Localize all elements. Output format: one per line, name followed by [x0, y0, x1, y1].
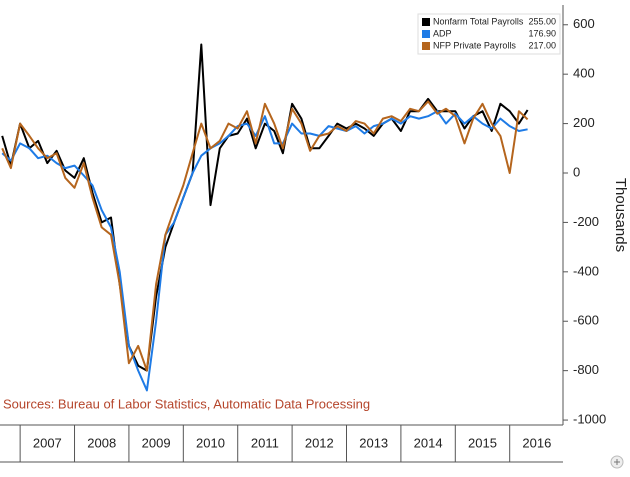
y-tick-label: -1000: [573, 411, 606, 426]
legend-swatch: [422, 18, 430, 26]
x-tick-label: 2011: [251, 435, 279, 450]
legend-label: ADP: [433, 28, 452, 38]
legend-box: [417, 13, 561, 55]
plus-icon[interactable]: [610, 455, 624, 469]
y-axis-label: Thousands: [612, 178, 629, 252]
legend-label: Nonfarm Total Payrolls: [433, 16, 524, 26]
y-tick-label: -800: [573, 362, 599, 377]
legend-value: 217.00: [528, 40, 556, 50]
x-tick-label: 2009: [142, 435, 171, 450]
x-tick-label: 2016: [522, 435, 551, 450]
legend-swatch: [422, 42, 430, 50]
legend-label: NFP Private Payrolls: [433, 40, 516, 50]
y-tick-label: 400: [573, 66, 595, 81]
y-tick-label: -200: [573, 214, 599, 229]
line-series: [1, 100, 529, 372]
x-tick-label: 2008: [87, 435, 116, 450]
x-tick-label: 2014: [414, 435, 443, 450]
x-tick-label: 2012: [305, 435, 334, 450]
y-tick-label: 600: [573, 16, 595, 31]
y-tick-label: -400: [573, 263, 599, 278]
x-tick-label: 2015: [468, 435, 497, 450]
x-tick-label: 2010: [196, 435, 225, 450]
legend: Nonfarm Total Payrolls 255.00 ADP 176.90 NFP…: [417, 13, 561, 55]
legend-swatch: [422, 30, 430, 38]
legend-value: 176.90: [528, 28, 556, 38]
legend-value: 255.00: [528, 16, 556, 26]
y-tick-label: -600: [573, 313, 599, 328]
y-tick-label: 200: [573, 115, 595, 130]
x-tick-label: 2007: [33, 435, 62, 450]
x-tick-label: 2013: [359, 435, 388, 450]
source-note: Sources: Bureau of Labor Statistics, Aut…: [3, 396, 370, 411]
y-tick-label: 0: [573, 164, 580, 179]
